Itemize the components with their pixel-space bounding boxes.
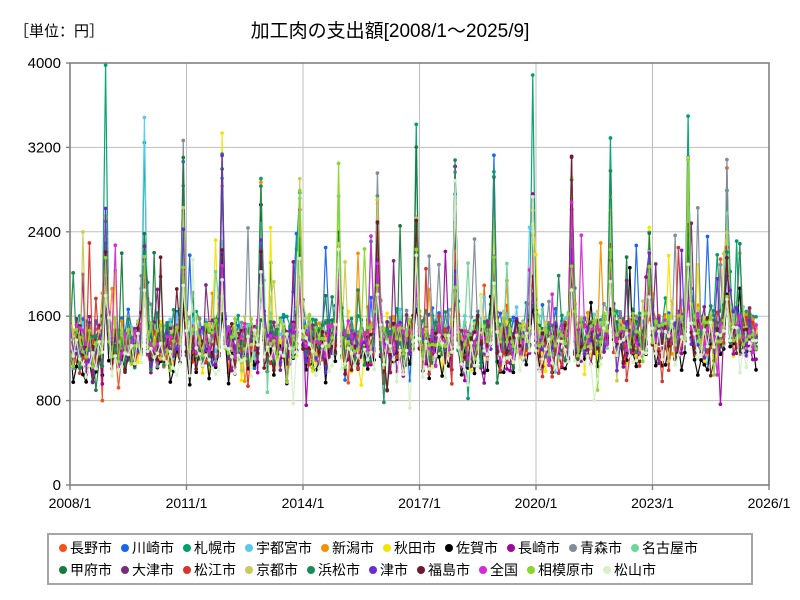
legend-marker-icon [527,566,535,574]
legend-marker-icon [121,566,129,574]
unit-label: ［単位：円］ [14,23,105,40]
legend-item-相模原市[interactable]: 相模原市 [527,563,594,577]
y-axis-tick-label: 3200 [28,139,61,156]
legend-marker-icon [369,566,377,574]
legend-marker-icon [183,544,191,552]
x-axis-tick-label: 2011/1 [166,495,208,511]
legend-item-甲府市[interactable]: 甲府市 [59,563,112,577]
legend-marker-icon [245,544,253,552]
legend-marker-icon [417,566,425,574]
x-axis-tick-label: 2008/1 [49,495,92,511]
legend-item-label: 松江市 [194,562,236,578]
legend-item-京都市[interactable]: 京都市 [245,563,298,577]
y-axis-tick-label: 0 [53,477,61,494]
legend-marker-icon [307,566,315,574]
series-container [70,63,758,410]
legend-marker-icon [445,544,453,552]
legend-item-label: 甲府市 [70,562,112,578]
x-axis-tick-label: 2017/1 [398,495,441,511]
x-axis: 2008/1 2011/1 2014/1 2017/1 2020/1 2023/1 2026… [49,485,791,511]
legend-item-津市[interactable]: 津市 [369,563,408,577]
legend-item-福島市[interactable]: 福島市 [417,563,470,577]
y-axis-tick-label: 1600 [28,308,61,325]
legend-item-label: 津市 [380,562,408,578]
legend-item-名古屋市[interactable]: 名古屋市 [631,541,698,555]
legend-marker-icon [569,544,577,552]
legend-marker-icon [321,544,329,552]
x-axis-tick-label: 2014/1 [282,495,325,511]
legend-item-label: 佐賀市 [456,540,498,556]
legend-item-label: 全国 [490,562,518,578]
y-axis-tick-label: 2400 [28,224,61,241]
legend-item-浜松市[interactable]: 浜松市 [307,563,360,577]
legend-marker-icon [245,566,253,574]
legend-row-1: 長野市 川崎市 札幌市 宇都宮市 新潟市 秋田市 佐賀市 長崎市 青森市 名古屋市 [59,537,751,559]
legend-item-佐賀市[interactable]: 佐賀市 [445,541,498,555]
legend-item-長野市[interactable]: 長野市 [59,541,112,555]
legend-item-label: 青森市 [580,540,622,556]
legend-marker-icon [479,566,487,574]
chart-legend: 長野市 川崎市 札幌市 宇都宮市 新潟市 秋田市 佐賀市 長崎市 青森市 名古屋市 甲府市 大津市 松… [47,533,753,585]
y-axis: 0 800 1600 2400 3200 4000 [28,55,70,494]
legend-item-label: 大津市 [132,562,174,578]
legend-item-新潟市[interactable]: 新潟市 [321,541,374,555]
legend-marker-icon [121,544,129,552]
legend-item-label: 浜松市 [318,562,360,578]
legend-item-松山市[interactable]: 松山市 [603,563,656,577]
legend-item-label: 川崎市 [132,540,174,556]
y-axis-tick-label: 4000 [28,55,61,72]
legend-item-全国[interactable]: 全国 [479,563,518,577]
legend-item-松江市[interactable]: 松江市 [183,563,236,577]
legend-marker-icon [383,544,391,552]
legend-item-label: 京都市 [256,562,298,578]
legend-marker-icon [631,544,639,552]
legend-item-川崎市[interactable]: 川崎市 [121,541,174,555]
legend-item-label: 名古屋市 [642,540,698,556]
legend-marker-icon [183,566,191,574]
page-title: 加工肉の支出額[2008/1～2025/9] [0,16,800,43]
legend-item-秋田市[interactable]: 秋田市 [383,541,436,555]
legend-item-label: 相模原市 [538,562,594,578]
legend-item-label: 秋田市 [394,540,436,556]
legend-item-label: 松山市 [614,562,656,578]
series-松山市 [70,178,758,410]
legend-item-宇都宮市[interactable]: 宇都宮市 [245,541,312,555]
x-axis-tick-label: 2026/1 [748,495,791,511]
legend-item-青森市[interactable]: 青森市 [569,541,622,555]
legend-marker-icon [59,544,67,552]
legend-marker-icon [603,566,611,574]
legend-item-label: 福島市 [428,562,470,578]
x-axis-tick-label: 2020/1 [515,495,558,511]
legend-item-label: 札幌市 [194,540,236,556]
legend-item-label: 新潟市 [332,540,374,556]
y-axis-tick-label: 800 [36,393,61,410]
legend-item-大津市[interactable]: 大津市 [121,563,174,577]
legend-marker-icon [507,544,515,552]
legend-item-label: 宇都宮市 [256,540,312,556]
chart-title-text: 加工肉の支出額[2008/1～2025/9] [250,21,530,42]
legend-item-label: 長野市 [70,540,112,556]
x-axis-tick-label: 2023/1 [631,495,674,511]
legend-marker-icon [59,566,67,574]
legend-item-長崎市[interactable]: 長崎市 [507,541,560,555]
legend-item-label: 長崎市 [518,540,560,556]
legend-row-2: 甲府市 大津市 松江市 京都市 浜松市 津市 福島市 全国 相模原市 松山市 [59,559,751,581]
grid-lines [70,62,769,485]
legend-item-札幌市[interactable]: 札幌市 [183,541,236,555]
